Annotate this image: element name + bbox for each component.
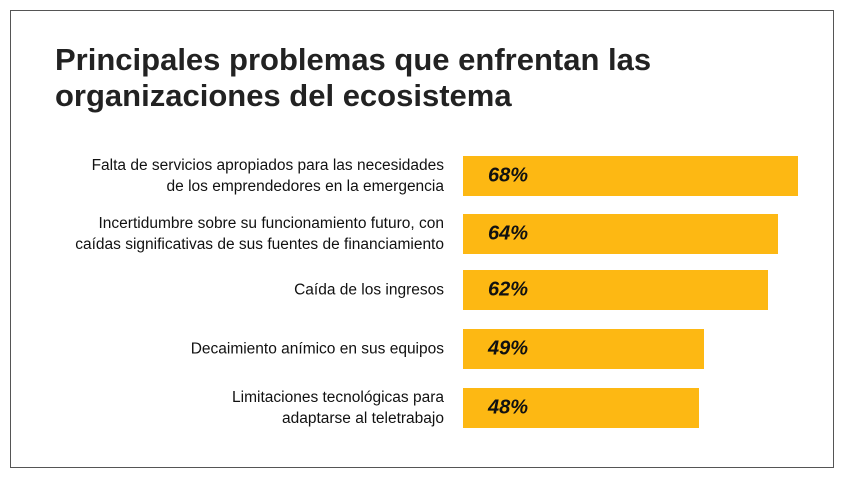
value-label: 64% xyxy=(488,222,529,245)
value-label: 49% xyxy=(488,337,529,360)
bar xyxy=(463,270,769,310)
category-label: Decaimiento anímico en sus equipos xyxy=(190,340,444,358)
value-label: 68% xyxy=(488,164,529,187)
bar xyxy=(463,388,700,428)
category-label: Caída de los ingresos xyxy=(294,281,444,299)
bar xyxy=(463,214,779,254)
chart-title: Principales problemas que enfrentan las … xyxy=(55,42,652,113)
category-label: Falta de servicios apropiados para las n… xyxy=(91,157,444,195)
bar xyxy=(463,329,705,369)
bar xyxy=(463,156,798,196)
category-label: Incertidumbre sobre su funcionamiento fu… xyxy=(75,215,444,253)
value-label: 62% xyxy=(488,278,529,301)
category-label: Limitaciones tecnológicas para adaptarse… xyxy=(232,389,444,427)
frame xyxy=(10,10,834,468)
value-label: 48% xyxy=(488,396,529,419)
